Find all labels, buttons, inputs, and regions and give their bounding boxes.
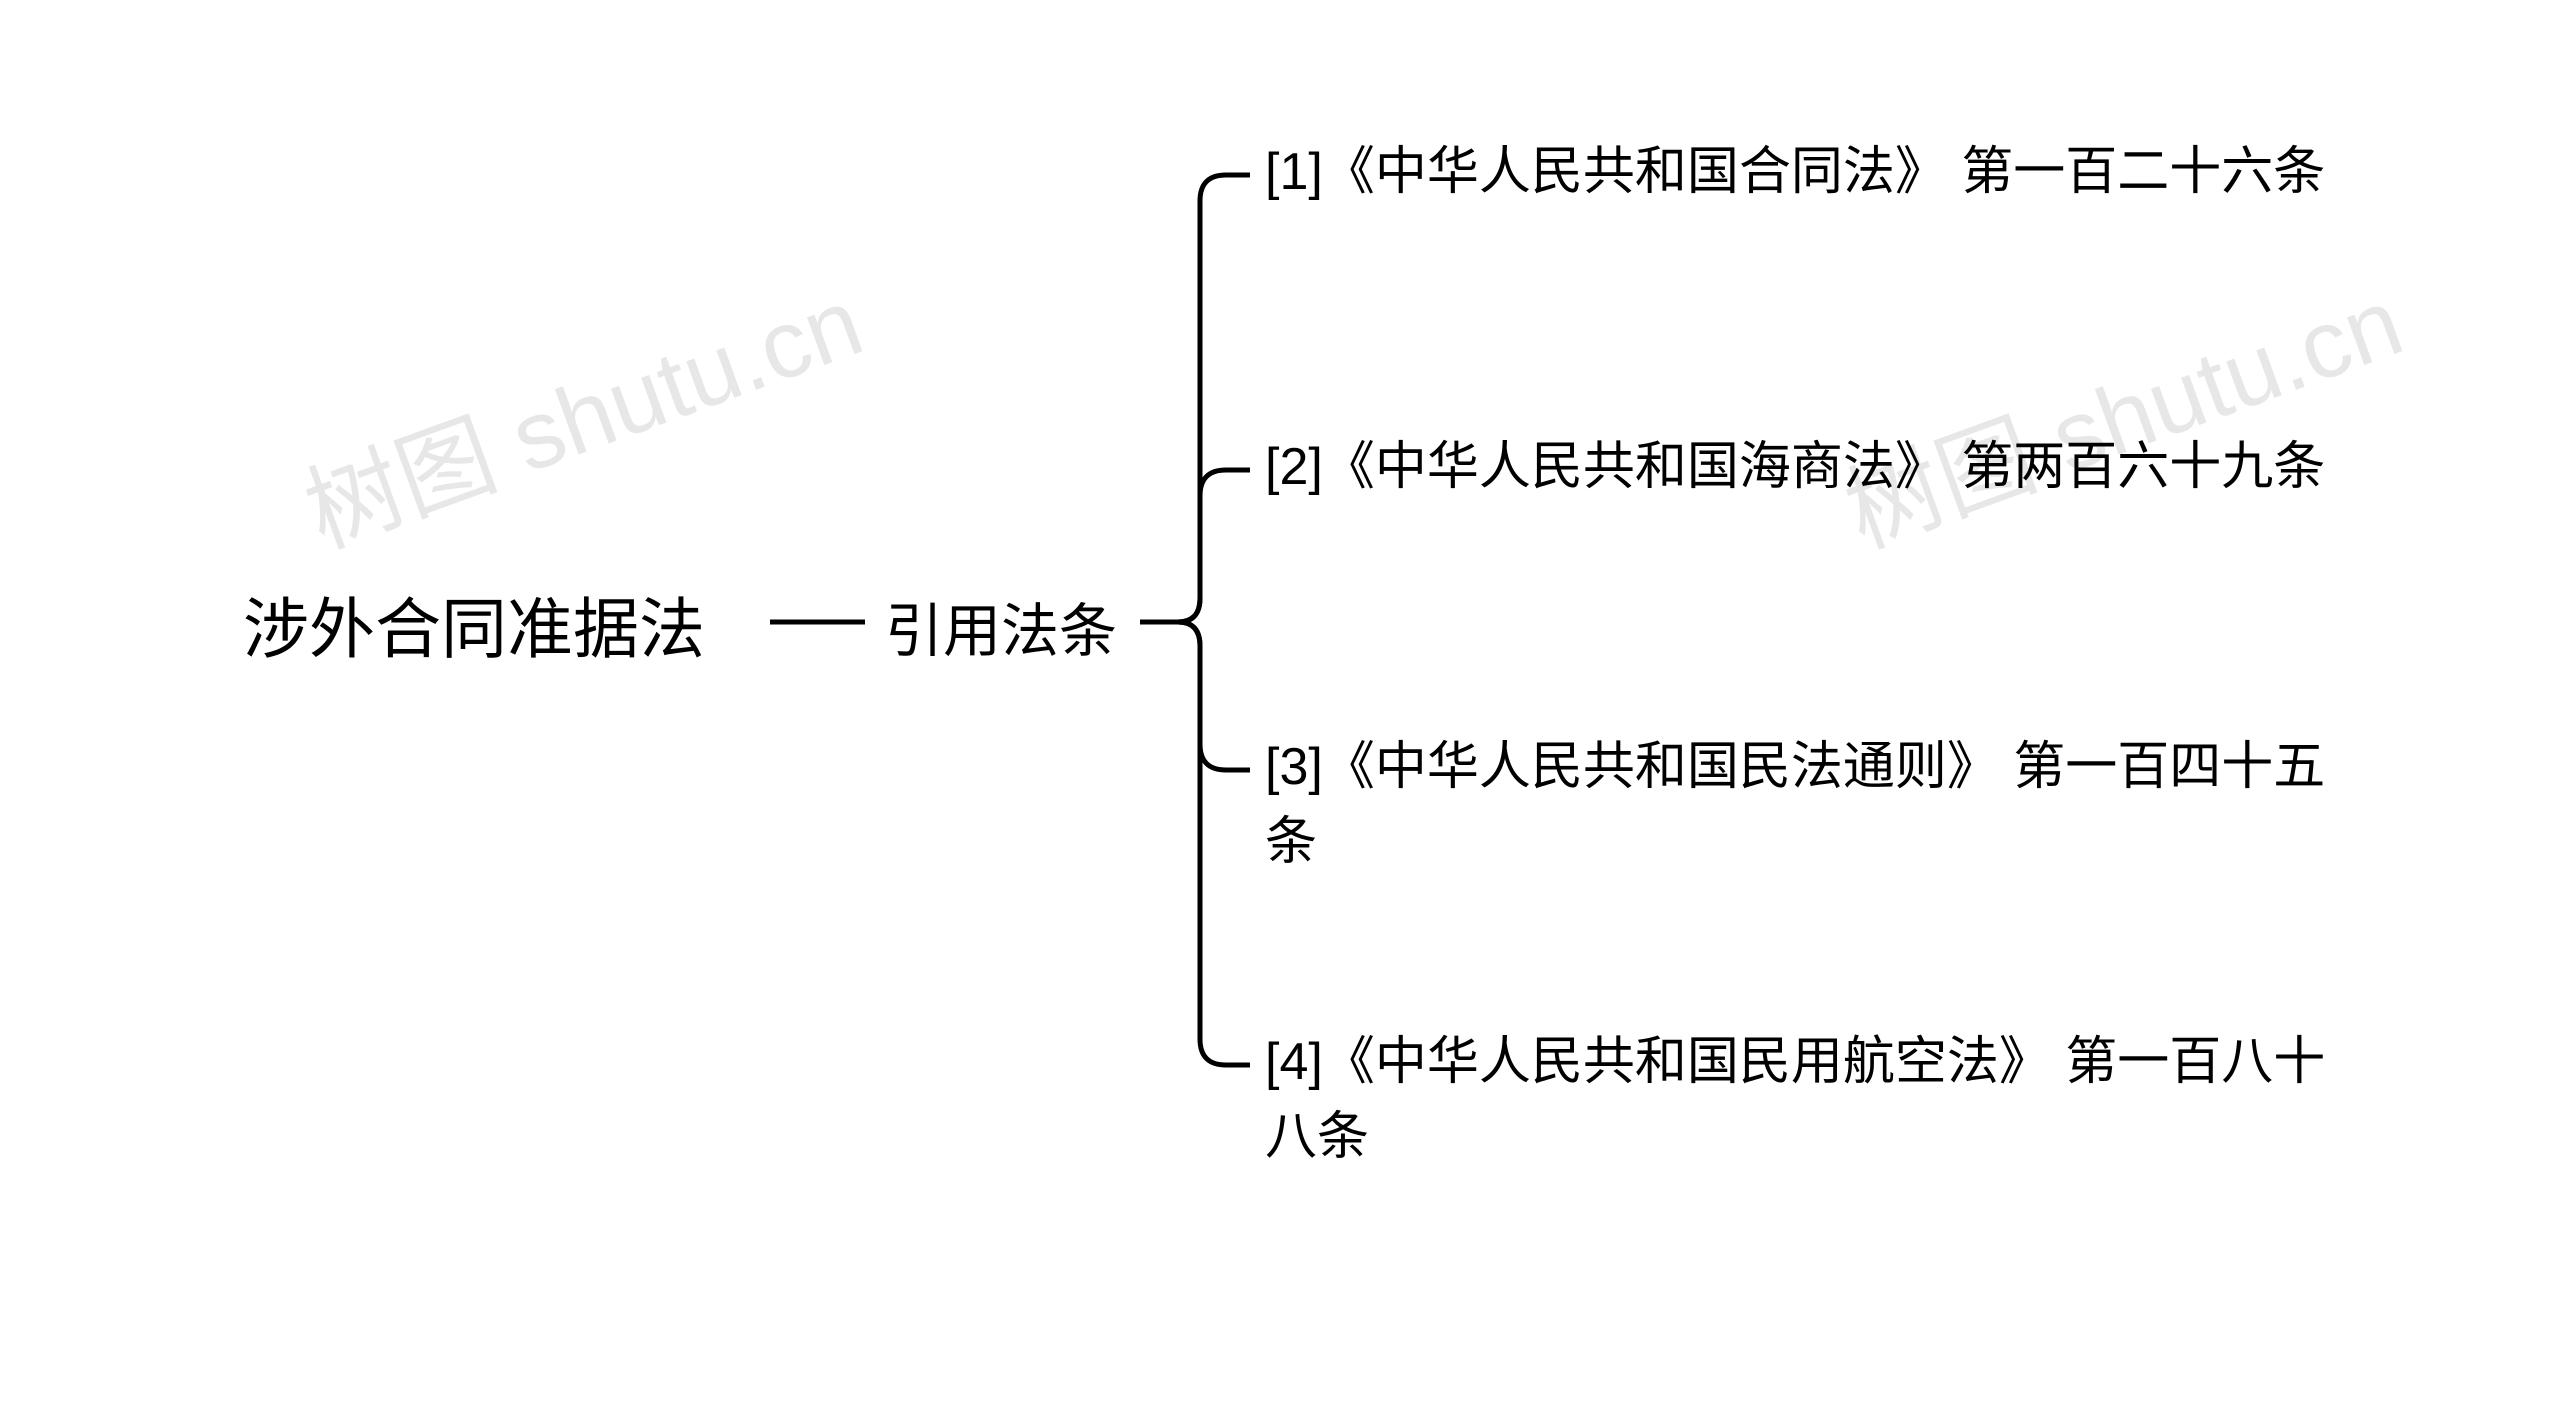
connector-lines [0, 0, 2560, 1403]
watermark: 树图 shutu.cn [284, 245, 878, 575]
mindmap-branch: 引用法条 [885, 590, 1117, 674]
mindmap-leaf: [4]《中华人民共和国民用航空法》 第一百八十八条 [1265, 1025, 2365, 1176]
mindmap-root: 涉外合同准据法 [243, 582, 705, 678]
mindmap-leaf: [2]《中华人民共和国海商法》 第两百六十九条 [1265, 430, 2325, 505]
mindmap-leaf: [1]《中华人民共和国合同法》 第一百二十六条 [1265, 135, 2325, 210]
watermark: 树图 shutu.cn [1824, 245, 2418, 575]
mindmap-leaf: [3]《中华人民共和国民法通则》 第一百四十五条 [1265, 730, 2365, 881]
